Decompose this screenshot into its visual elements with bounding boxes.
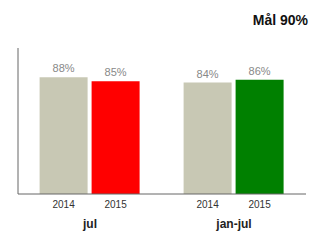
svg-text:85%: 85% (105, 66, 127, 78)
html-text:Mål 90%: Mål 90% (252, 12, 308, 28)
svg-text:jul: jul (82, 217, 97, 231)
svg-text:88%: 88% (53, 62, 75, 74)
svg-text:2014: 2014 (52, 199, 75, 210)
svg-text:2014: 2014 (196, 199, 219, 210)
svg-text:2015: 2015 (248, 199, 271, 210)
svg-text:2015: 2015 (104, 199, 127, 210)
svg-text:86%: 86% (249, 65, 271, 77)
svg-text:jan-jul: jan-jul (215, 217, 251, 231)
svg-text:84%: 84% (197, 68, 219, 80)
